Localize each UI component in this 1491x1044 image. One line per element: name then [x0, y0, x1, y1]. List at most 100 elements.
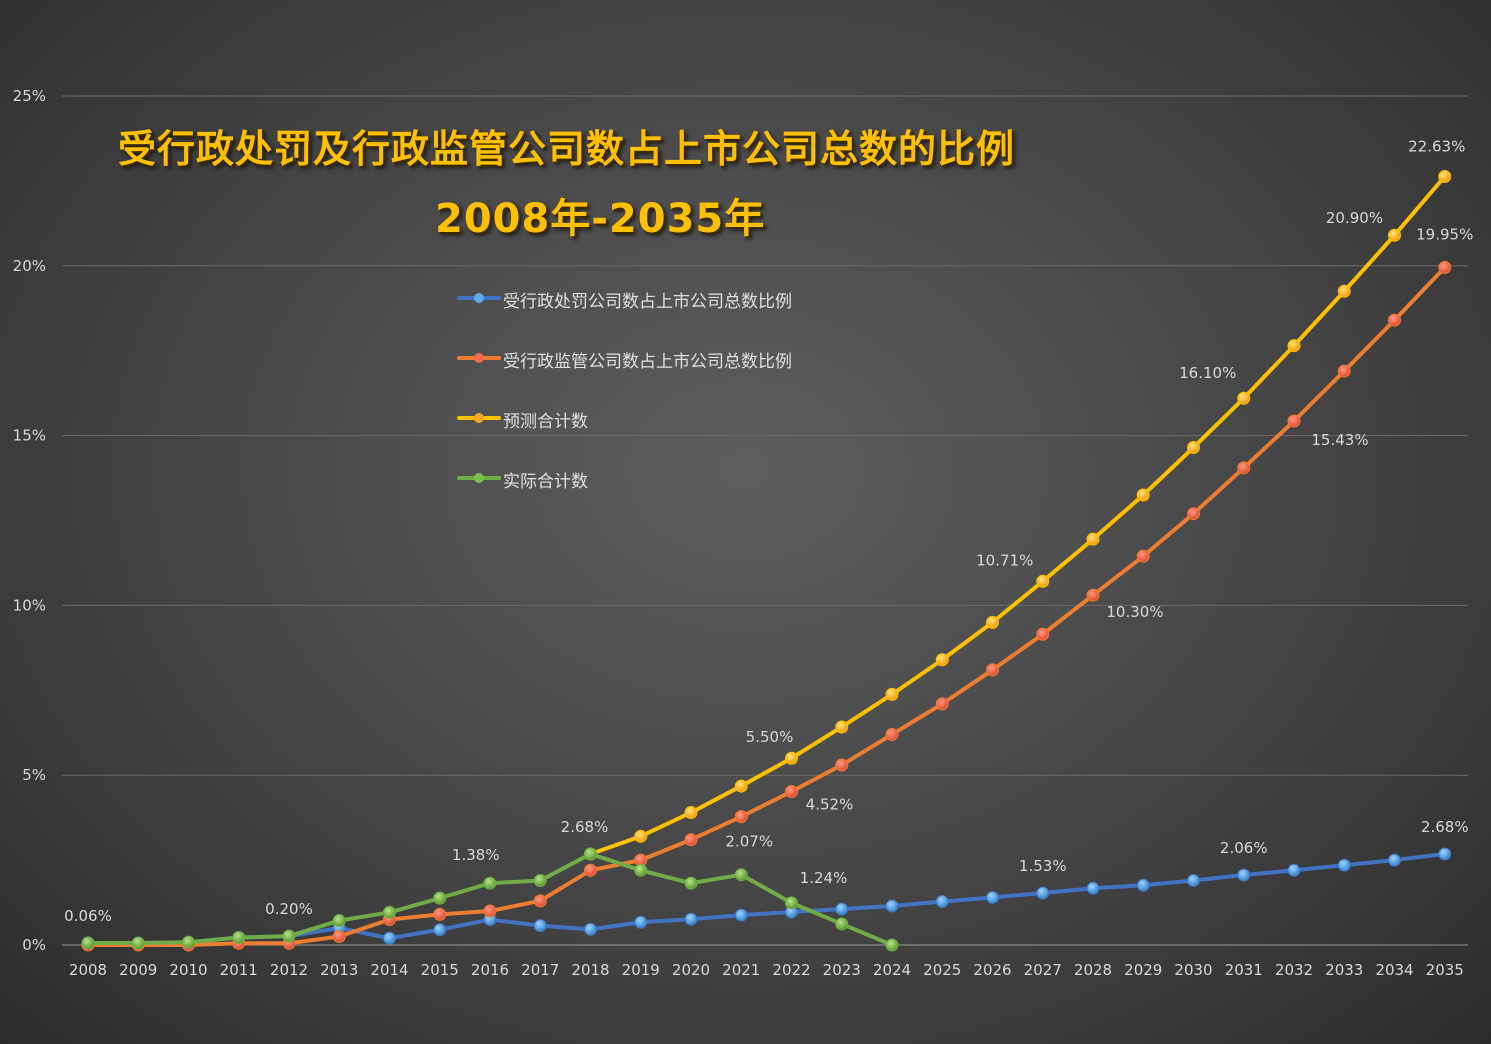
data-point[interactable] [835, 720, 849, 734]
data-point[interactable] [935, 895, 949, 909]
data-point[interactable] [1388, 853, 1401, 867]
data-point[interactable] [282, 929, 296, 943]
data-point[interactable] [533, 919, 547, 933]
x-tick-label: 2016 [471, 961, 509, 979]
data-point[interactable] [785, 896, 798, 910]
data-point[interactable] [1438, 847, 1452, 861]
data-label: 20.90% [1326, 209, 1383, 227]
data-point[interactable] [684, 806, 698, 820]
legend-item-penalty[interactable]: 受行政处罚公司数占上市公司总数比例 [455, 283, 792, 343]
data-point[interactable] [634, 915, 648, 929]
data-point[interactable] [533, 873, 547, 887]
data-point[interactable] [1086, 881, 1100, 895]
data-point[interactable] [986, 663, 999, 677]
data-point[interactable] [1086, 588, 1100, 602]
data-point[interactable] [1187, 507, 1200, 521]
data-point[interactable] [533, 894, 547, 908]
x-tick-label: 2035 [1426, 961, 1464, 979]
data-point[interactable] [433, 923, 447, 937]
data-point[interactable] [986, 890, 999, 904]
data-point[interactable] [1388, 313, 1401, 327]
data-point[interactable] [1036, 886, 1050, 900]
data-point[interactable] [1237, 868, 1251, 882]
data-point[interactable] [684, 912, 698, 926]
chart-title: 受行政处罚及行政监管公司数占上市公司总数的比例 [118, 127, 1016, 171]
data-point[interactable] [232, 931, 246, 945]
data-point[interactable] [734, 810, 748, 824]
data-point[interactable] [584, 847, 597, 861]
x-tick-label: 2020 [672, 961, 710, 979]
data-point[interactable] [885, 899, 899, 913]
data-point[interactable] [1187, 440, 1200, 454]
data-point[interactable] [1337, 364, 1351, 378]
legend-item-actual[interactable]: 实际合计数 [455, 463, 792, 523]
data-label: 10.71% [976, 551, 1033, 569]
data-point[interactable] [785, 785, 798, 799]
data-point[interactable] [785, 751, 798, 765]
data-point[interactable] [634, 829, 648, 843]
y-tick-label: 0% [22, 936, 46, 954]
x-tick-label: 2031 [1225, 961, 1263, 979]
data-point[interactable] [734, 868, 748, 882]
data-point[interactable] [332, 930, 346, 944]
chart-subtitle: 2008年-2035年 [435, 196, 766, 242]
data-point[interactable] [1187, 873, 1200, 887]
data-point[interactable] [935, 697, 949, 711]
data-point[interactable] [332, 914, 346, 928]
data-point[interactable] [1287, 414, 1301, 428]
data-point[interactable] [935, 653, 949, 667]
data-point[interactable] [1287, 339, 1301, 353]
series-line [86, 851, 894, 947]
data-point[interactable] [1388, 228, 1401, 242]
data-point[interactable] [1136, 488, 1150, 502]
data-point[interactable] [1438, 260, 1452, 274]
x-tick-label: 2032 [1275, 961, 1313, 979]
x-tick-label: 2019 [622, 961, 660, 979]
data-point[interactable] [734, 779, 748, 793]
series-layer [81, 169, 1452, 952]
legend-swatch-penalty [455, 283, 503, 303]
data-point[interactable] [433, 907, 447, 921]
data-point[interactable] [1237, 461, 1251, 475]
data-point[interactable] [483, 876, 497, 890]
data-point[interactable] [885, 687, 899, 701]
legend-swatch-forecast [455, 403, 503, 423]
data-point[interactable] [1337, 284, 1351, 298]
data-point[interactable] [433, 891, 447, 905]
data-point[interactable] [131, 936, 145, 950]
data-point[interactable] [81, 936, 95, 950]
data-point[interactable] [1438, 169, 1452, 183]
data-point[interactable] [182, 935, 195, 949]
data-point[interactable] [383, 931, 396, 945]
legend-item-forecast[interactable]: 预测合计数 [455, 403, 792, 463]
x-tick-label: 2023 [823, 961, 861, 979]
series-line [588, 174, 1447, 856]
data-point[interactable] [734, 908, 748, 922]
data-point[interactable] [383, 905, 396, 919]
legend-item-supervision[interactable]: 受行政监管公司数占上市公司总数比例 [455, 343, 792, 403]
data-point[interactable] [584, 863, 597, 877]
data-point[interactable] [1287, 863, 1301, 877]
data-point[interactable] [885, 938, 899, 952]
data-point[interactable] [835, 917, 849, 931]
data-point[interactable] [684, 876, 698, 890]
x-tick-label: 2009 [119, 961, 157, 979]
data-point[interactable] [1136, 878, 1150, 892]
data-point[interactable] [634, 863, 648, 877]
data-point[interactable] [1337, 858, 1351, 872]
data-point[interactable] [835, 902, 849, 916]
data-point[interactable] [1036, 574, 1050, 588]
data-point[interactable] [684, 833, 698, 847]
data-point[interactable] [483, 904, 497, 918]
data-point[interactable] [1086, 532, 1100, 546]
x-tick-label: 2025 [923, 961, 961, 979]
data-point[interactable] [1036, 627, 1050, 641]
data-point[interactable] [1237, 391, 1251, 405]
data-point[interactable] [1136, 549, 1150, 563]
data-point[interactable] [835, 758, 849, 772]
data-point[interactable] [986, 615, 999, 629]
data-point[interactable] [885, 727, 899, 741]
data-point[interactable] [584, 922, 597, 936]
